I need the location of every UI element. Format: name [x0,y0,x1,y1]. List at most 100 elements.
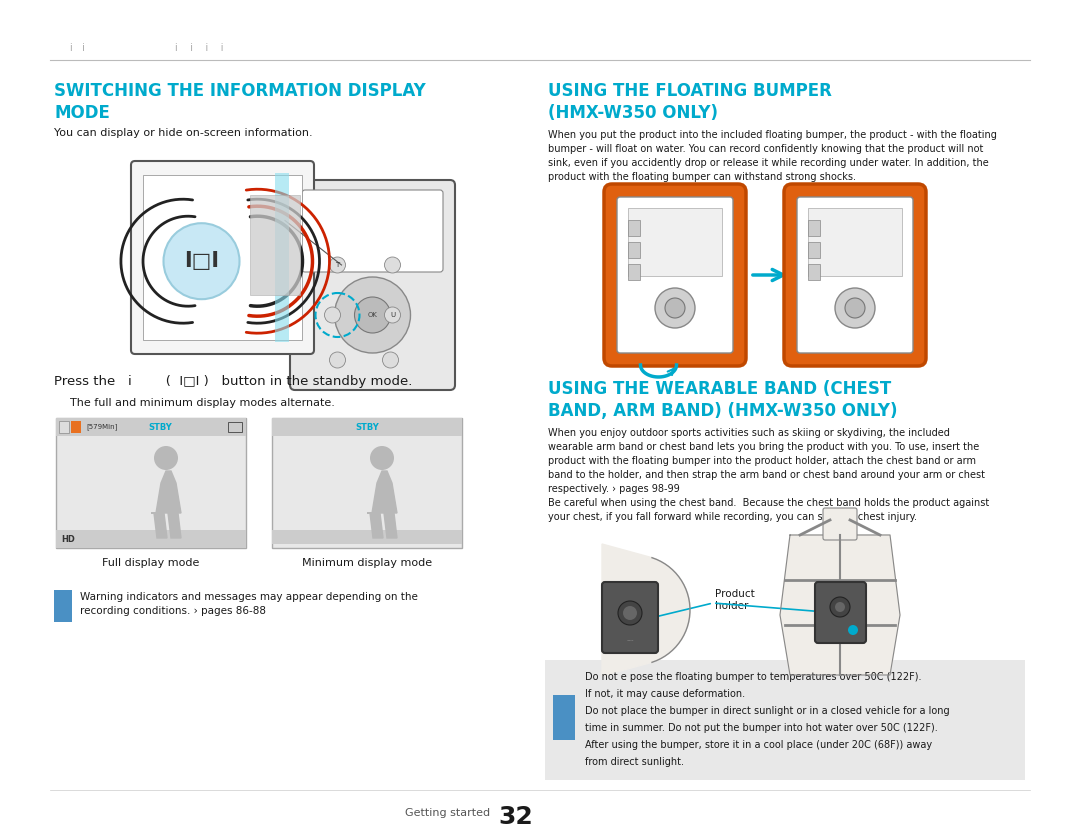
Text: If not, it may cause deformation.: If not, it may cause deformation. [585,689,745,699]
Text: After using the bumper, store it in a cool place (under 20C (68F)) away: After using the bumper, store it in a co… [585,740,932,750]
Circle shape [329,257,346,273]
Text: USING THE WEARABLE BAND (CHEST: USING THE WEARABLE BAND (CHEST [548,380,891,398]
Circle shape [835,288,875,328]
Text: You can display or hide on-screen information.: You can display or hide on-screen inform… [54,128,312,138]
Text: Product
holder: Product holder [715,589,755,610]
Circle shape [324,307,340,323]
Circle shape [654,288,696,328]
Text: 32: 32 [498,805,532,825]
Polygon shape [367,471,397,513]
Text: Do not place the bumper in direct sunlight or in a closed vehicle for a long: Do not place the bumper in direct sunlig… [585,706,949,716]
FancyBboxPatch shape [56,418,246,548]
Text: wearable arm band or chest band lets you bring the product with you. To use, ins: wearable arm band or chest band lets you… [548,442,980,452]
Text: STBY: STBY [149,422,173,431]
Text: ---: --- [626,637,634,643]
Text: (HMX-W350 ONLY): (HMX-W350 ONLY) [548,104,718,122]
Text: band to the holder, and then strap the arm band or chest band around your arm or: band to the holder, and then strap the a… [548,470,985,480]
Polygon shape [602,544,690,676]
Text: I□I: I□I [184,251,219,271]
Bar [627,264,640,280]
Text: Getting started: Getting started [405,808,490,818]
Text: [579Min]: [579Min] [86,423,118,431]
Text: product with the floating bumper can withstand strong shocks.: product with the floating bumper can wit… [548,172,856,182]
Circle shape [665,298,685,318]
Bar [553,695,575,740]
Text: your chest, if you fall forward while recording, you can suffer a chest injury.: your chest, if you fall forward while re… [548,512,917,522]
Circle shape [329,352,346,368]
Text: sink, even if you accidently drop or release it while recording under water. In : sink, even if you accidently drop or rel… [548,158,989,168]
Circle shape [848,625,858,635]
Text: BAND, ARM BAND) (HMX-W350 ONLY): BAND, ARM BAND) (HMX-W350 ONLY) [548,402,897,420]
Polygon shape [780,535,900,675]
Text: Be careful when using the chest band.  Because the chest band holds the product : Be careful when using the chest band. Be… [548,498,989,508]
Text: When you enjoy outdoor sports activities such as skiing or skydiving, the includ: When you enjoy outdoor sports activities… [548,428,950,438]
Circle shape [384,257,401,273]
Circle shape [384,307,401,323]
Polygon shape [154,513,167,538]
FancyBboxPatch shape [302,190,443,272]
Circle shape [618,601,642,625]
Text: Do not e pose the floating bumper to temperatures over 50C (122F).: Do not e pose the floating bumper to tem… [585,672,921,682]
Text: The full and minimum display modes alternate.: The full and minimum display modes alter… [70,398,335,408]
Bar [71,421,81,433]
Text: When you put the product into the included floating bumper, the product - with t: When you put the product into the includ… [548,130,997,140]
Text: Full display mode: Full display mode [103,558,200,568]
Text: Minimum display mode: Minimum display mode [302,558,432,568]
Circle shape [382,352,399,368]
Bar [56,418,246,436]
Text: Warning indicators and messages may appear depending on the: Warning indicators and messages may appe… [80,592,418,602]
Bar [545,660,1025,780]
FancyBboxPatch shape [604,184,746,366]
Bar [143,175,302,340]
Bar [54,590,72,622]
Text: i    i    i    i: i i i i [175,43,224,53]
Text: product with the floating bumper into the product holder, attach the chest band : product with the floating bumper into th… [548,456,976,466]
Circle shape [354,297,391,333]
Bar [627,208,723,276]
FancyBboxPatch shape [272,418,462,548]
Text: respectively. › pages 98-99: respectively. › pages 98-99 [548,484,679,494]
Text: SWITCHING THE INFORMATION DISPLAY: SWITCHING THE INFORMATION DISPLAY [54,82,426,100]
Polygon shape [370,513,383,538]
Circle shape [154,446,178,470]
Text: HD: HD [60,535,75,544]
Bar [59,421,69,433]
Circle shape [835,602,845,612]
Bar [272,530,462,544]
Bar [808,208,902,276]
FancyBboxPatch shape [784,184,926,366]
Polygon shape [151,471,181,513]
FancyBboxPatch shape [291,180,455,390]
Bar [627,242,640,258]
FancyBboxPatch shape [797,197,913,353]
Text: from direct sunlight.: from direct sunlight. [585,757,684,767]
Bar [249,195,300,295]
Bar [627,220,640,236]
Bar [808,220,820,236]
Text: MODE: MODE [54,104,110,122]
Text: T: T [336,262,339,268]
Text: OK: OK [367,312,377,318]
Bar [808,264,820,280]
Circle shape [163,224,240,299]
Text: i   i: i i [70,43,85,53]
Polygon shape [384,513,397,538]
Bar [56,530,246,548]
FancyBboxPatch shape [823,508,858,540]
Circle shape [370,446,394,470]
Bar [272,418,462,436]
Text: Press the   i        (  I□I )   button in the standby mode.: Press the i ( I□I ) button in the standb… [54,375,413,388]
FancyBboxPatch shape [617,197,733,353]
FancyBboxPatch shape [131,161,314,354]
Circle shape [623,606,637,620]
Text: U: U [390,312,395,318]
Circle shape [831,597,850,617]
Circle shape [335,277,410,353]
Polygon shape [168,513,181,538]
Text: recording conditions. › pages 86-88: recording conditions. › pages 86-88 [80,606,266,616]
FancyBboxPatch shape [602,582,658,653]
Text: time in summer. Do not put the bumper into hot water over 50C (122F).: time in summer. Do not put the bumper in… [585,723,937,733]
FancyBboxPatch shape [815,582,866,643]
Text: bumper - will float on water. You can record confidently knowing that the produc: bumper - will float on water. You can re… [548,144,984,154]
Bar [275,173,289,342]
